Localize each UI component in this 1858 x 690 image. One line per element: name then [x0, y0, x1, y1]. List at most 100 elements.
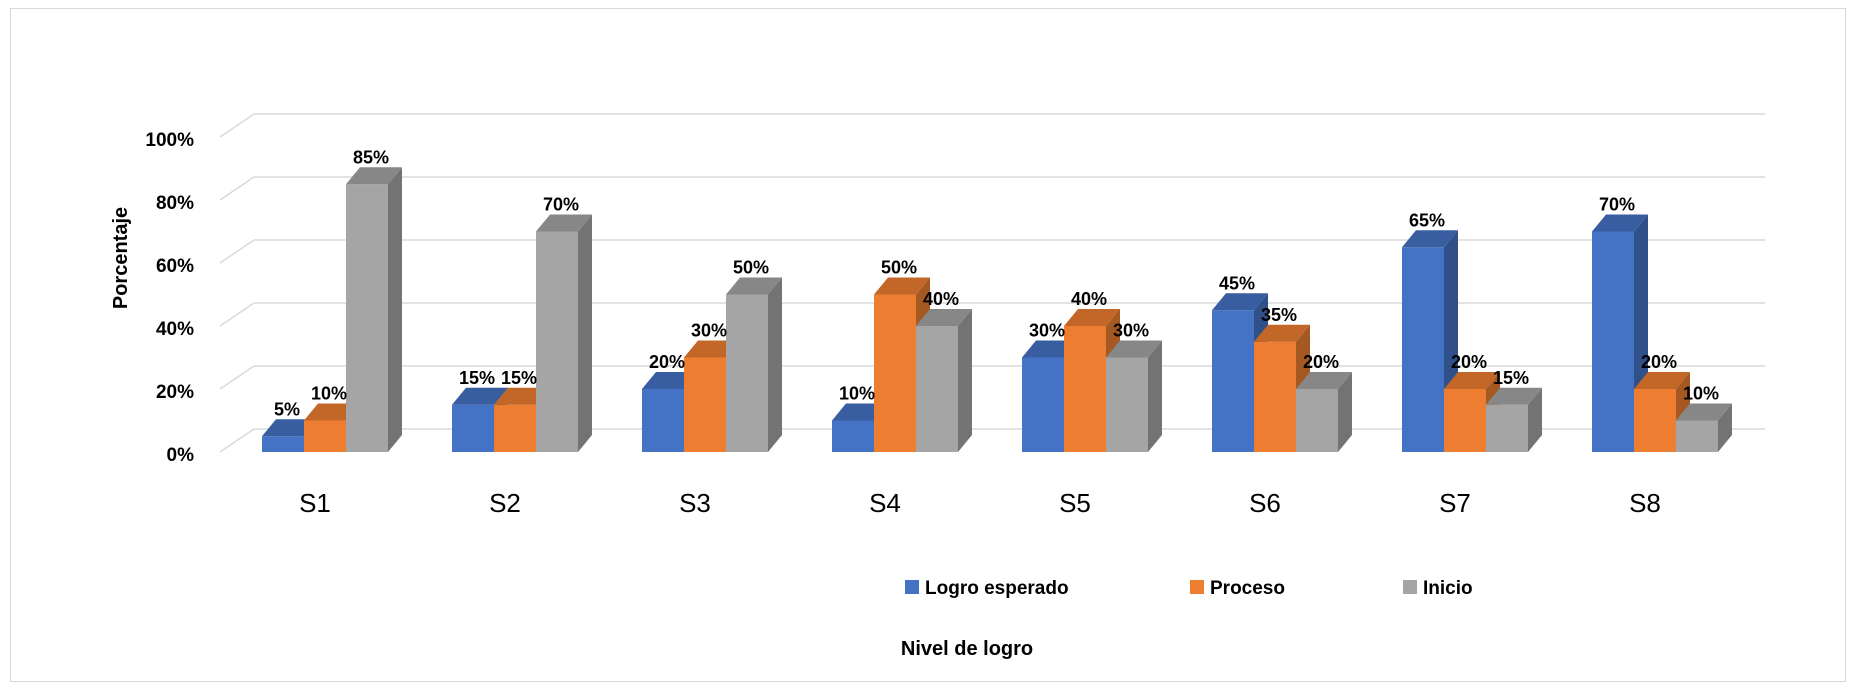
bar: [874, 294, 916, 452]
bar-top: [1402, 230, 1458, 248]
bar: [916, 326, 958, 452]
bar: [494, 404, 536, 452]
bar: [1486, 404, 1528, 452]
gridline-diagonal: [219, 428, 255, 453]
bar-side: [1338, 372, 1352, 452]
x-tick-label: S2: [489, 488, 521, 518]
x-tick-label: S8: [1629, 488, 1661, 518]
x-axis-title: Nivel de logro: [901, 638, 1033, 660]
y-tick-label: 60%: [156, 256, 194, 277]
bar: [346, 184, 388, 452]
bar-top: [1106, 340, 1162, 358]
data-labels: 5% 10% 85% 15% 15% 70% 20% 30% 50% 10% 50% 40% 30% 40…: [274, 147, 1719, 419]
data-label: 30%: [1029, 321, 1065, 341]
gridline-diagonal: [219, 239, 255, 264]
x-axis-categories: S1 S2 S3 S4 S5 S6 S7 S8: [299, 488, 1661, 518]
bar-top: [874, 277, 930, 295]
bar: [1022, 357, 1064, 452]
legend-label: Proceso: [1210, 578, 1285, 599]
x-tick-label: S5: [1059, 488, 1091, 518]
data-label: 30%: [691, 321, 727, 341]
bar: [726, 294, 768, 452]
data-label: 50%: [733, 258, 769, 278]
y-axis-ticks: 0% 20% 40% 60% 80% 100%: [145, 130, 194, 466]
data-label: 70%: [543, 195, 579, 215]
bar-top: [1254, 324, 1310, 342]
x-tick-label: S1: [299, 488, 331, 518]
bar-top: [452, 387, 508, 405]
bar: [832, 420, 874, 452]
data-label: 10%: [311, 384, 347, 404]
bar: [1444, 389, 1486, 452]
bar: [1064, 326, 1106, 452]
bar-top: [726, 277, 782, 295]
bar: [1254, 341, 1296, 452]
legend: Logro esperado Proceso Inicio: [905, 578, 1473, 599]
x-tick-label: S4: [869, 488, 901, 518]
data-label: 20%: [1641, 352, 1677, 372]
bar-side: [1718, 403, 1732, 452]
data-label: 65%: [1409, 210, 1445, 230]
bar-top: [1296, 372, 1352, 389]
data-label: 15%: [501, 368, 537, 388]
gridline-diagonal: [219, 113, 255, 138]
gridline-diagonal: [219, 302, 255, 327]
bar-top: [1212, 293, 1268, 311]
data-label: 45%: [1219, 273, 1255, 293]
data-label: 30%: [1113, 321, 1149, 341]
y-tick-label: 80%: [156, 193, 194, 214]
bar-side: [768, 277, 782, 452]
legend-swatch: [1403, 580, 1417, 594]
data-label: 70%: [1599, 195, 1635, 215]
bar: [1212, 310, 1254, 452]
bar: [684, 357, 726, 452]
legend-swatch: [1190, 580, 1204, 594]
data-label: 20%: [1303, 352, 1339, 372]
bar-side: [388, 167, 402, 452]
bar: [1676, 420, 1718, 452]
bar-top: [1064, 309, 1120, 326]
bar-top: [1444, 372, 1500, 389]
bar-top: [1634, 372, 1690, 389]
bar-top: [916, 309, 972, 326]
data-label: 10%: [1683, 384, 1719, 404]
bar: [304, 420, 346, 452]
y-tick-label: 20%: [156, 382, 194, 403]
bar-side: [958, 309, 972, 452]
bar: [1296, 389, 1338, 452]
data-label: 40%: [923, 289, 959, 309]
bar: [536, 231, 578, 452]
x-tick-label: S7: [1439, 488, 1471, 518]
data-label: 15%: [1493, 368, 1529, 388]
bar-top: [1592, 214, 1648, 232]
data-label: 20%: [649, 352, 685, 372]
y-tick-label: 40%: [156, 319, 194, 340]
x-tick-label: S6: [1249, 488, 1281, 518]
data-label: 50%: [881, 258, 917, 278]
data-label: 40%: [1071, 289, 1107, 309]
data-label: 20%: [1451, 352, 1487, 372]
legend-swatch: [905, 580, 919, 594]
gridline-diagonal: [219, 365, 255, 390]
data-label: 5%: [274, 399, 300, 419]
bar: [1592, 231, 1634, 452]
data-label: 35%: [1261, 305, 1297, 325]
bar-side: [1148, 340, 1162, 452]
bar-side: [1528, 387, 1542, 452]
bar-top: [1486, 387, 1542, 405]
y-tick-label: 0%: [167, 445, 195, 466]
data-label: 85%: [353, 147, 389, 167]
bar: [1634, 389, 1676, 452]
data-label: 15%: [459, 368, 495, 388]
y-axis-title: Porcentaje: [110, 207, 132, 309]
bars: [262, 167, 1732, 452]
x-tick-label: S3: [679, 488, 711, 518]
bar: [452, 404, 494, 452]
bar: [642, 389, 684, 452]
bar: [1106, 357, 1148, 452]
bar: [1402, 247, 1444, 452]
y-tick-label: 100%: [145, 130, 194, 151]
bar-top: [536, 214, 592, 232]
bar-top: [346, 167, 402, 185]
